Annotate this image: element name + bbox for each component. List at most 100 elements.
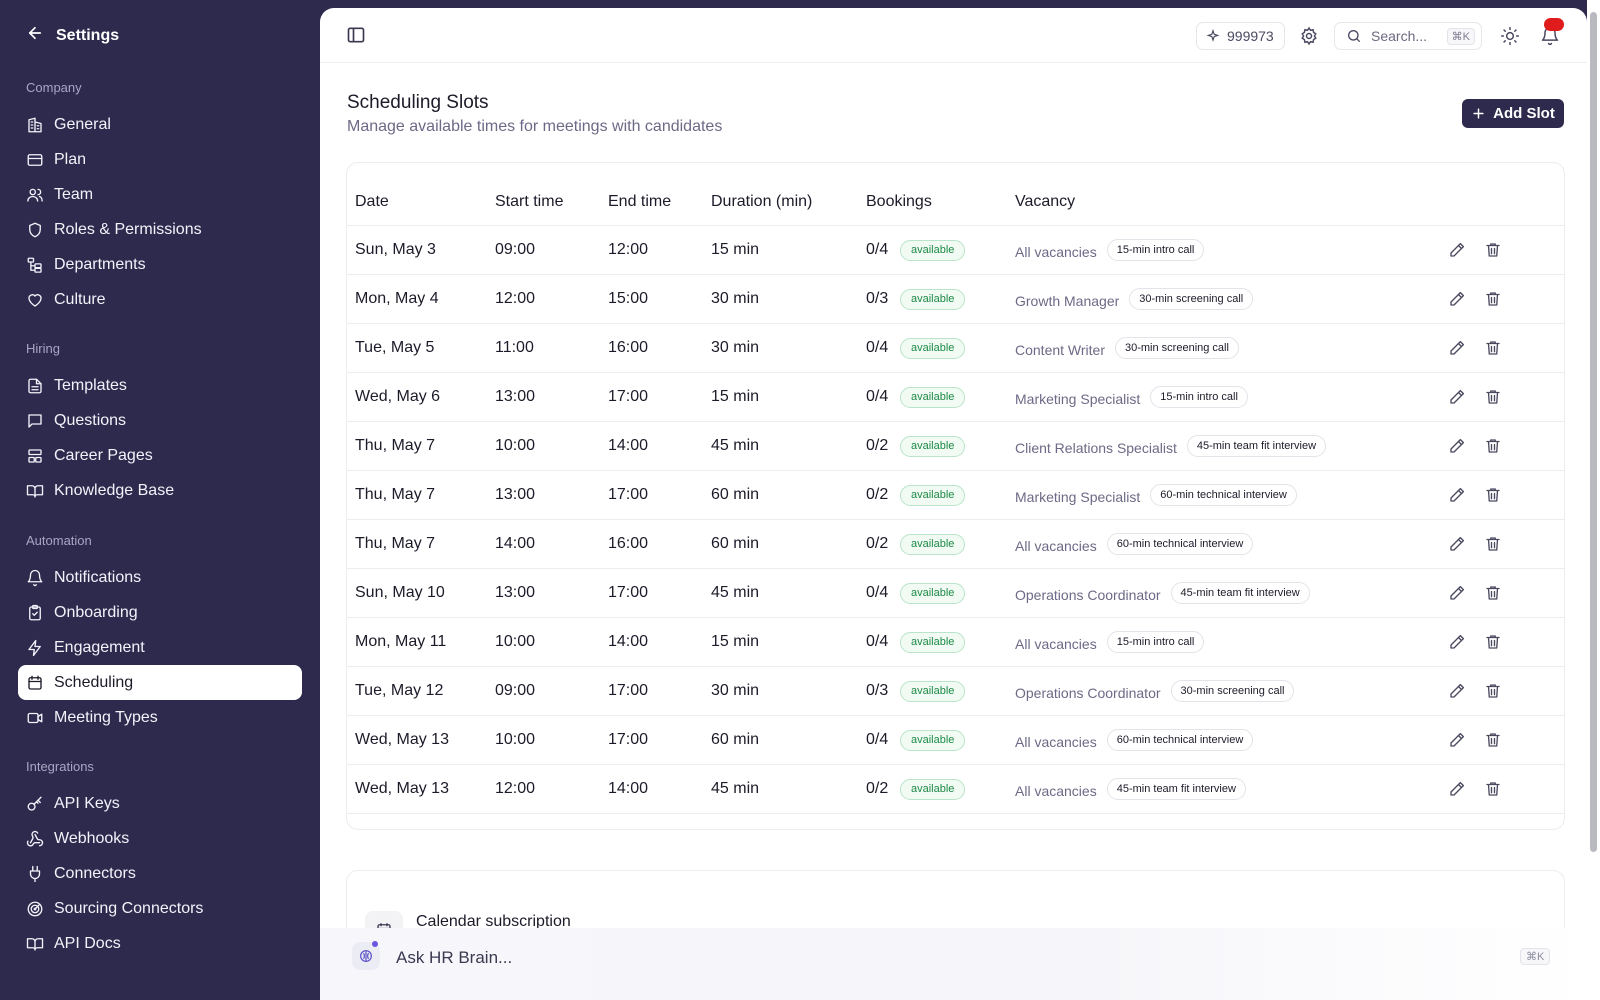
sidebar-item-api-docs[interactable]: API Docs: [18, 926, 302, 961]
sidebar-title: Settings: [56, 26, 120, 44]
vacancy-name: Operations Coordinator: [1015, 586, 1161, 603]
slot-duration: 45 min: [711, 437, 760, 454]
sidebar-header: Settings: [26, 24, 119, 47]
credits-pill[interactable]: 999973: [1196, 22, 1285, 50]
slot-start-time: 13:00: [495, 388, 536, 405]
slot-duration: 15 min: [711, 633, 760, 650]
slot-start-time: 09:00: [495, 682, 536, 699]
sidebar-item-team[interactable]: Team: [18, 177, 302, 212]
delete-trash-icon[interactable]: [1484, 682, 1502, 700]
sidebar-item-label: Departments: [54, 255, 146, 273]
sidebar-item-questions[interactable]: Questions: [18, 403, 302, 438]
add-slot-button[interactable]: Add Slot: [1462, 99, 1564, 128]
delete-trash-icon[interactable]: [1484, 731, 1502, 749]
edit-pencil-icon[interactable]: [1448, 290, 1466, 308]
delete-trash-icon[interactable]: [1484, 339, 1502, 357]
delete-trash-icon[interactable]: [1484, 535, 1502, 553]
vacancy-name: All vacancies: [1015, 243, 1097, 260]
edit-pencil-icon[interactable]: [1448, 535, 1466, 553]
slot-end-time: 17:00: [608, 682, 649, 699]
slot-vacancy: All vacancies 60-min technical interview: [1015, 533, 1254, 555]
table-row: Mon, May 4 12:00 15:00 30 min 0/3 available Gr…: [347, 275, 1564, 324]
slot-bookings: 0/4: [866, 584, 889, 601]
status-badge: available: [900, 240, 966, 261]
sidebar-item-culture[interactable]: Culture: [18, 282, 302, 317]
topbar: 999973 Search... ⌘K: [320, 8, 1587, 63]
sidebar-item-plan[interactable]: Plan: [18, 142, 302, 177]
edit-pencil-icon[interactable]: [1448, 682, 1466, 700]
vacancy-name: Marketing Specialist: [1015, 390, 1141, 407]
edit-pencil-icon[interactable]: [1448, 339, 1466, 357]
slot-duration: 15 min: [711, 388, 760, 405]
slot-duration: 60 min: [711, 731, 760, 748]
vacancy-name: All vacancies: [1015, 782, 1097, 799]
sidebar-item-label: Notifications: [54, 568, 142, 586]
delete-trash-icon[interactable]: [1484, 290, 1502, 308]
table-row: Wed, May 13 12:00 14:00 45 min 0/2 available A…: [347, 765, 1564, 814]
search-icon: [1348, 30, 1360, 42]
sidebar-item-knowledge-base[interactable]: Knowledge Base: [18, 473, 302, 508]
slot-duration: 30 min: [711, 290, 760, 307]
status-badge: available: [900, 779, 966, 800]
sidebar-item-onboarding[interactable]: Onboarding: [18, 595, 302, 630]
sidebar-item-roles-permissions[interactable]: Roles & Permissions: [18, 212, 302, 247]
sidebar-item-label: API Keys: [54, 794, 120, 812]
gear-icon[interactable]: [1299, 26, 1319, 46]
sidebar-item-engagement[interactable]: Engagement: [18, 630, 302, 665]
sidebar-item-templates[interactable]: Templates: [18, 368, 302, 403]
edit-pencil-icon[interactable]: [1448, 731, 1466, 749]
slot-start-time: 10:00: [495, 731, 536, 748]
sidebar-item-notifications[interactable]: Notifications: [18, 560, 302, 595]
slot-date: Tue, May 12: [355, 682, 444, 699]
slot-duration: 15 min: [711, 241, 760, 258]
message-square-icon: [26, 412, 44, 430]
ask-hr-brain-bar[interactable]: Ask HR Brain... ⌘K: [320, 928, 1587, 1000]
table-row: Wed, May 6 13:00 17:00 15 min 0/4 available Ma…: [347, 373, 1564, 422]
edit-pencil-icon[interactable]: [1448, 388, 1466, 406]
meeting-type-tag: 45-min team fit interview: [1170, 582, 1310, 604]
status-badge: available: [900, 485, 966, 506]
delete-trash-icon[interactable]: [1484, 241, 1502, 259]
sidebar-item-general[interactable]: General: [18, 107, 302, 142]
edit-pencil-icon[interactable]: [1448, 486, 1466, 504]
slot-date: Thu, May 7: [355, 437, 436, 454]
sidebar-item-api-keys[interactable]: API Keys: [18, 786, 302, 821]
edit-pencil-icon[interactable]: [1448, 584, 1466, 602]
slot-duration: 45 min: [711, 584, 760, 601]
table-row: Sun, May 10 13:00 17:00 45 min 0/4 available O…: [347, 569, 1564, 618]
sidebar-item-meeting-types[interactable]: Meeting Types: [18, 700, 302, 735]
page-subtitle: Manage available times for meetings with…: [347, 118, 723, 135]
sidebar-item-connectors[interactable]: Connectors: [18, 856, 302, 891]
slot-end-time: 16:00: [608, 535, 649, 552]
slot-vacancy: All vacancies 45-min team fit interview: [1015, 778, 1246, 800]
meeting-type-tag: 60-min technical interview: [1106, 729, 1254, 751]
delete-trash-icon[interactable]: [1484, 437, 1502, 455]
edit-pencil-icon[interactable]: [1448, 780, 1466, 798]
delete-trash-icon[interactable]: [1484, 584, 1502, 602]
sidebar-item-career-pages[interactable]: Career Pages: [18, 438, 302, 473]
sun-icon[interactable]: [1500, 26, 1520, 46]
sidebar-item-label: Onboarding: [54, 603, 138, 621]
table-row: Thu, May 7 14:00 16:00 60 min 0/2 available Al…: [347, 520, 1564, 569]
search-input[interactable]: Search... ⌘K: [1334, 22, 1482, 50]
plug-icon: [26, 865, 44, 883]
sidebar-item-label: Roles & Permissions: [54, 220, 202, 238]
sidebar-item-sourcing-connectors[interactable]: Sourcing Connectors: [18, 891, 302, 926]
sidebar-toggle-icon[interactable]: [346, 25, 366, 45]
sidebar-item-scheduling[interactable]: Scheduling: [18, 665, 302, 700]
edit-pencil-icon[interactable]: [1448, 633, 1466, 651]
back-arrow-icon[interactable]: [26, 24, 44, 47]
delete-trash-icon[interactable]: [1484, 633, 1502, 651]
delete-trash-icon[interactable]: [1484, 486, 1502, 504]
delete-trash-icon[interactable]: [1484, 388, 1502, 406]
edit-pencil-icon[interactable]: [1448, 241, 1466, 259]
edit-pencil-icon[interactable]: [1448, 437, 1466, 455]
slot-start-time: 10:00: [495, 633, 536, 650]
slot-start-time: 14:00: [495, 535, 536, 552]
scrollbar-thumb[interactable]: [1590, 12, 1597, 852]
delete-trash-icon[interactable]: [1484, 780, 1502, 798]
ask-input[interactable]: Ask HR Brain...: [396, 948, 513, 967]
notification-badge: [1544, 18, 1564, 31]
sidebar-item-departments[interactable]: Departments: [18, 247, 302, 282]
sidebar-item-webhooks[interactable]: Webhooks: [18, 821, 302, 856]
